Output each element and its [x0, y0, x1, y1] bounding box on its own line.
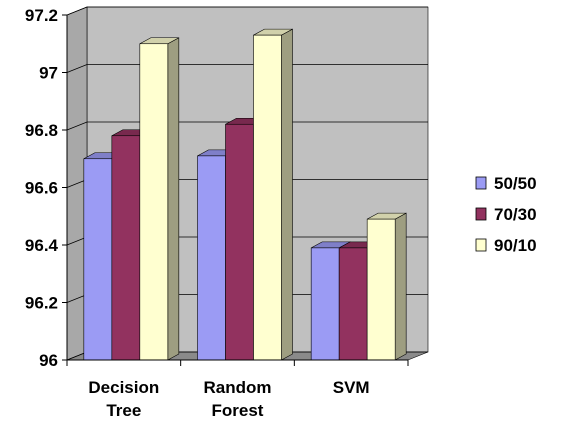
- bar-front: [197, 155, 226, 361]
- bars: [83, 28, 407, 361]
- bar-side: [281, 28, 293, 361]
- bar: [253, 28, 293, 361]
- bar: [139, 37, 180, 361]
- bar-front: [253, 34, 282, 361]
- x-category-label: SVM: [333, 378, 370, 397]
- x-category-label-line: SVM: [333, 378, 370, 397]
- y-tick-label: 96: [39, 351, 58, 370]
- bar-front: [83, 158, 113, 361]
- y-tick-label: 96.6: [25, 179, 58, 198]
- x-category-label-line: Forest: [212, 401, 264, 420]
- bar-side: [394, 212, 407, 361]
- x-category-label-line: Random: [204, 378, 272, 397]
- bar: [366, 212, 407, 361]
- gridline: [66, 6, 428, 16]
- y-tick-label: 96.2: [25, 294, 58, 313]
- legend: 50/50 70/30 90/10: [467, 162, 561, 272]
- bar-front: [310, 247, 340, 361]
- legend-swatch: [475, 238, 487, 252]
- y-tick-label: 97.2: [25, 6, 58, 25]
- bar-front: [338, 247, 368, 361]
- y-tick-label: 97: [39, 64, 58, 83]
- x-category-label: Decision Tree: [88, 378, 159, 420]
- gridline: [66, 64, 428, 73]
- x-category-label: Random Forest: [204, 378, 272, 420]
- legend-label: 70/30: [494, 205, 537, 224]
- bar-front: [366, 218, 396, 361]
- legend-label: 90/10: [494, 236, 537, 255]
- bar-side: [167, 37, 180, 361]
- legend-label: 50/50: [494, 174, 537, 193]
- bar-front: [111, 135, 141, 361]
- legend-swatch: [475, 207, 487, 221]
- bar-front: [225, 123, 254, 361]
- gridline: [66, 121, 428, 131]
- y-tick-label: 96.4: [25, 236, 59, 255]
- x-category-label-line: Tree: [106, 401, 141, 420]
- legend-swatch: [475, 176, 487, 190]
- x-category-label-line: Decision: [88, 378, 159, 397]
- bar-front: [139, 43, 169, 361]
- y-axis: 96 96.2 96.4 96.6 96.8 97 97.2: [25, 6, 68, 370]
- x-axis: Decision Tree Random Forest SVM: [66, 359, 409, 420]
- y-tick-label: 96.8: [25, 121, 58, 140]
